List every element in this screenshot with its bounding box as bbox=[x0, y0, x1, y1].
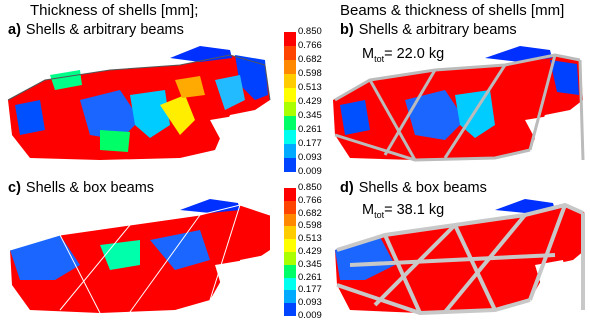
colorbar-segment bbox=[284, 239, 296, 252]
panel-b-mass: Mtot= 22.0 kg bbox=[362, 46, 445, 64]
colorbar-tick-label: 0.177 bbox=[298, 138, 322, 149]
left-column-header: Thickness of shells [mm]; bbox=[30, 2, 199, 19]
colorbar-tick-label: 0.429 bbox=[298, 246, 322, 257]
colorbar-tick-label: 0.177 bbox=[298, 284, 322, 296]
colorbar-segment bbox=[284, 277, 296, 291]
colorbar-segment bbox=[284, 144, 296, 158]
colorbar-tick-label: 0.598 bbox=[298, 68, 322, 79]
panel-b-label: b) Shells & arbitrary beams bbox=[340, 22, 517, 38]
colorbar-tick-label: 0.598 bbox=[298, 220, 322, 232]
colorbar-right-stack bbox=[284, 188, 296, 316]
colorbar-segment bbox=[284, 130, 296, 144]
colorbar-tick-label: 0.682 bbox=[298, 54, 322, 65]
panel-c-label: c) Shells & box beams bbox=[8, 180, 154, 196]
panel-d-title: Shells & box beams bbox=[358, 180, 487, 196]
colorbar-tick-label: 0.009 bbox=[298, 166, 322, 177]
colorbar-segment bbox=[284, 158, 296, 172]
colorbar-right bbox=[284, 188, 296, 316]
colorbar-tick-label: 0.850 bbox=[298, 182, 322, 193]
colorbar-tick-label: 0.766 bbox=[298, 194, 322, 206]
colorbar-tick-label: 0.261 bbox=[298, 271, 322, 283]
colorbar-tick-label: 0.261 bbox=[298, 124, 322, 135]
colorbar-segment bbox=[284, 32, 296, 46]
colorbar-segment bbox=[284, 46, 296, 60]
panel-a-contour-plot bbox=[7, 46, 271, 160]
panel-b-title: Shells & arbitrary beams bbox=[358, 22, 517, 38]
panel-b-letter: b) bbox=[340, 22, 354, 38]
colorbar-tick-label: 0.345 bbox=[298, 110, 322, 121]
colorbar-left bbox=[284, 32, 296, 172]
panel-c-letter: c) bbox=[8, 180, 21, 196]
panel-c-title: Shells & box beams bbox=[25, 180, 155, 196]
colorbar-segment bbox=[284, 213, 296, 227]
colorbar-left-stack bbox=[284, 32, 296, 172]
panel-c-contour-plot bbox=[9, 199, 271, 314]
colorbar-tick-label: 0.009 bbox=[298, 310, 322, 321]
panel-d-mass: Mtot= 38.1 kg bbox=[362, 202, 445, 220]
colorbar-segment bbox=[284, 303, 296, 316]
panel-d-letter: d) bbox=[340, 180, 354, 196]
panel-a-letter: a) bbox=[8, 22, 21, 38]
colorbar-segment bbox=[284, 188, 296, 201]
colorbar-tick-label: 0.766 bbox=[298, 40, 322, 51]
colorbar-tick-label: 0.513 bbox=[298, 233, 322, 245]
panel-d-contour-plot bbox=[335, 199, 585, 316]
colorbar-segment bbox=[284, 290, 296, 304]
colorbar-tick-label: 0.093 bbox=[298, 152, 322, 163]
colorbar-segment bbox=[284, 88, 296, 102]
colorbar-segment bbox=[284, 74, 296, 88]
colorbar-tick-label: 0.093 bbox=[298, 297, 322, 309]
colorbar-tick-label: 0.513 bbox=[298, 82, 322, 93]
colorbar-tick-label: 0.850 bbox=[298, 26, 322, 37]
colorbar-tick-label: 0.345 bbox=[298, 258, 322, 270]
colorbar-segment bbox=[284, 60, 296, 74]
colorbar-segment bbox=[284, 116, 296, 130]
right-column-header: Beams & thickness of shells [mm] bbox=[340, 2, 565, 19]
panel-a-label: a) Shells & arbitrary beams bbox=[8, 22, 184, 38]
colorbar-segment bbox=[284, 226, 296, 240]
panel-a-title: Shells & arbitrary beams bbox=[25, 22, 184, 38]
colorbar-segment bbox=[284, 102, 296, 116]
colorbar-tick-label: 0.682 bbox=[298, 207, 322, 219]
colorbar-segment bbox=[284, 200, 296, 214]
colorbar-segment bbox=[284, 251, 296, 265]
colorbar-tick-label: 0.429 bbox=[298, 96, 322, 107]
colorbar-segment bbox=[284, 264, 296, 278]
panel-a-shell bbox=[7, 46, 271, 160]
panel-d-label: d) Shells & box beams bbox=[340, 180, 487, 196]
panel-b-contour-plot bbox=[333, 46, 585, 162]
